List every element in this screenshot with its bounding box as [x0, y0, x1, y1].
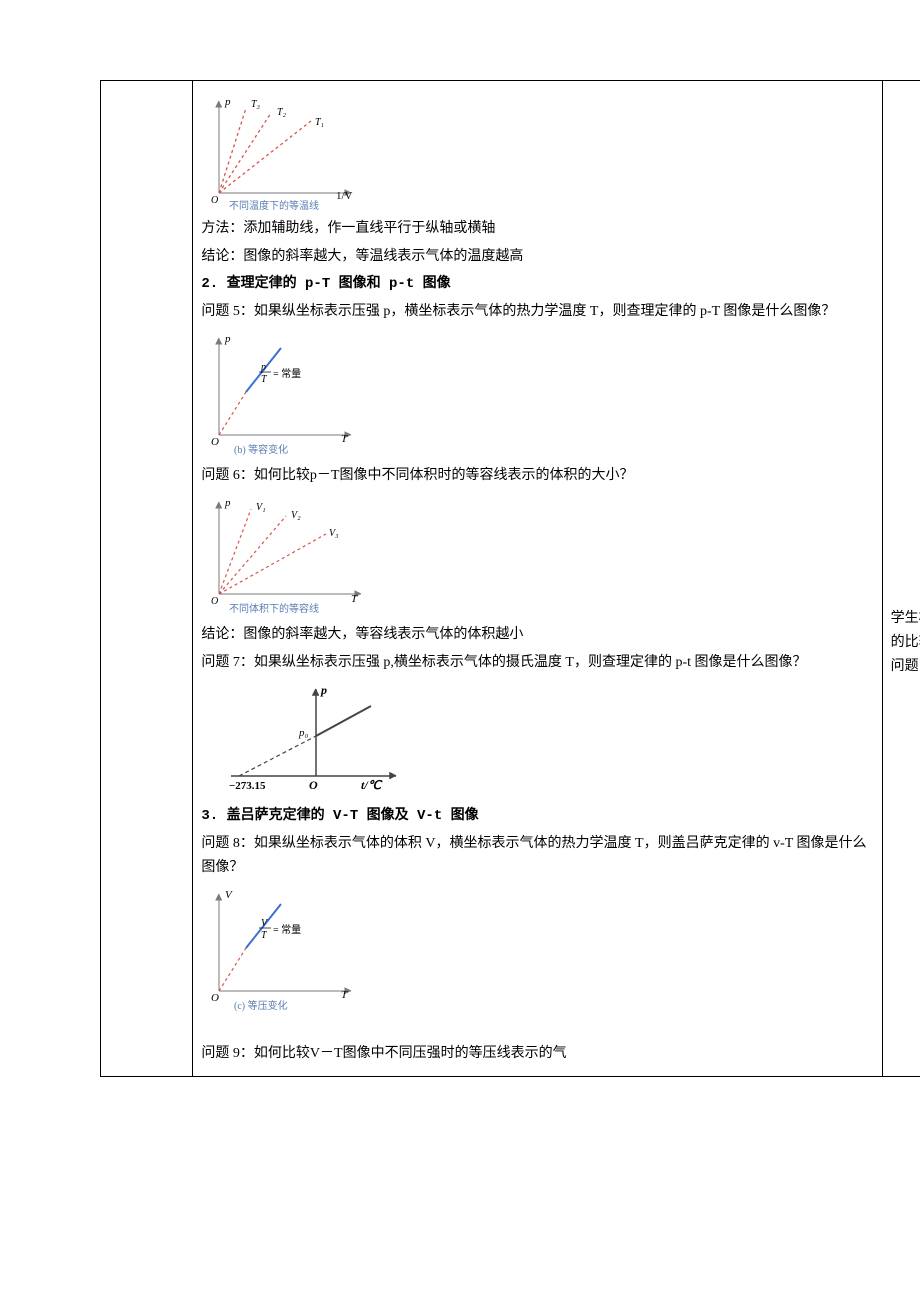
d2-origin: O [211, 436, 219, 448]
diagram-isotherm-p-1overV: p T₃ T₂ T₁ O 1/V 不同温度下的等温线 [201, 93, 873, 213]
d5-caption: (c) 等压变化 [234, 999, 288, 1012]
d3-caption: 不同体积下的等容线 [229, 602, 319, 615]
right-column: 学生根据刚才所讲的比较方法回答该问题 [882, 81, 920, 1077]
diagram-pt-celsius: p p₀ −273.15 O t/℃ [221, 681, 873, 801]
method-text: 方法：添加辅助线，作一直线平行于纵轴或横轴 [201, 217, 873, 241]
series-T3: T₃ [251, 99, 261, 110]
conclusion1-text: 结论：图像的斜率越大，等温线表示气体的温度越高 [201, 245, 873, 269]
svg-text:T: T [261, 374, 268, 385]
diagram-pT-volumes: p T O V₁ V₂ V₃ 不同体积下的等容线 [201, 494, 873, 619]
d3-y: p [224, 497, 231, 509]
content-table: p T₃ T₂ T₁ O 1/V 不同温度下的等温线 方法：添加辅助线，作一直线… [100, 80, 920, 1077]
section3-title: 3. 盖吕萨克定律的 V-T 图像及 V-t 图像 [201, 805, 873, 829]
d4-y: p [320, 683, 327, 697]
svg-text:p: p [260, 362, 266, 373]
d4-origin: O [309, 778, 318, 792]
question-6: 问题 6：如何比较p－T图像中不同体积时的等容线表示的体积的大小？ [201, 464, 873, 488]
main-column: p T₃ T₂ T₁ O 1/V 不同温度下的等温线 方法：添加辅助线，作一直线… [193, 81, 882, 1077]
question-5: 问题 5：如果纵坐标表示压强 p，横坐标表示气体的热力学温度 T，则查理定律的 … [201, 300, 873, 324]
left-column [101, 81, 193, 1077]
d3-origin: O [211, 596, 218, 607]
conclusion2-text: 结论：图像的斜率越大，等容线表示气体的体积越小 [201, 623, 873, 647]
question-8: 问题 8：如果纵坐标表示气体的体积 V，横坐标表示气体的热力学温度 T，则盖吕萨… [201, 832, 873, 880]
d4-xneg: −273.15 [229, 780, 266, 792]
series-V1: V₁ [256, 502, 266, 513]
series-T1: T₁ [315, 117, 324, 128]
d5-x: T [341, 989, 348, 1001]
d2-x-label: T [341, 433, 348, 445]
svg-text:= 常量: = 常量 [273, 367, 301, 380]
d5-origin: O [211, 992, 219, 1004]
axis-1overV-label: 1/V [336, 190, 353, 202]
diagram-pT-isochoric: p T O p T = 常量 (b) 等容变化 [201, 330, 873, 460]
d4-x: t/℃ [361, 778, 383, 792]
d4-p0: p₀ [298, 727, 309, 739]
svg-text:= 常量: = 常量 [273, 923, 301, 936]
diagram1-caption: 不同温度下的等温线 [229, 199, 319, 212]
origin-label: O [211, 195, 218, 206]
side-note: 学生根据刚才所讲的比较方法回答该问题 [891, 607, 920, 678]
d5-y: V [225, 889, 233, 901]
series-V2: V₂ [291, 510, 301, 521]
svg-text:T: T [261, 930, 268, 941]
axis-p-label: p [224, 96, 231, 108]
d3-x: T [351, 593, 358, 605]
d2-y-label: p [224, 333, 231, 345]
series-T2: T₂ [277, 107, 287, 118]
section2-title: 2. 查理定律的 p-T 图像和 p-t 图像 [201, 273, 873, 297]
question-7: 问题 7：如果纵坐标表示压强 p,横坐标表示气体的摄氏温度 T，则查理定律的 p… [201, 651, 873, 675]
d2-caption: (b) 等容变化 [234, 443, 288, 456]
diagram-VT-isobaric: V T O V T = 常量 (c) 等压变化 [201, 886, 873, 1016]
question-9: 问题 9：如何比较V－T图像中不同压强时的等压线表示的气 [201, 1042, 873, 1066]
series-V3: V₃ [329, 528, 339, 539]
